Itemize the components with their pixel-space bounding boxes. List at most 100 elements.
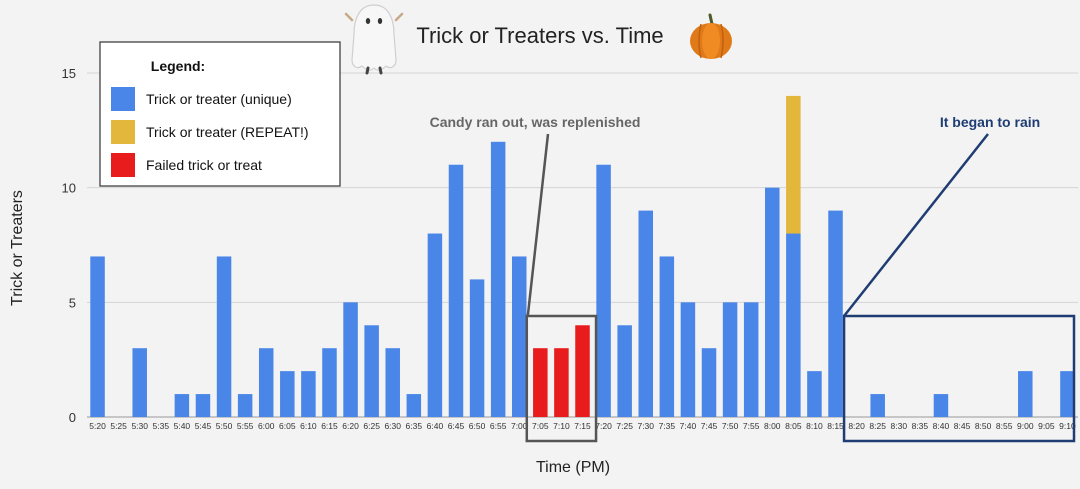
chart-title: Trick or Treaters vs. Time — [416, 23, 663, 48]
legend-swatch-unique — [111, 87, 135, 111]
y-axis-title: Trick or Treaters — [9, 190, 26, 306]
bar-625-s0 — [364, 325, 379, 417]
bar-540-s0 — [174, 394, 190, 417]
x-tick-label: 8:10 — [806, 421, 823, 431]
bar-745-s0 — [701, 348, 717, 417]
legend-label-repeat: Trick or treater (REPEAT!) — [146, 124, 309, 140]
x-tick-label: 9:10 — [1059, 421, 1076, 431]
rain-annotation-pointer — [843, 133, 989, 317]
x-tick-label: 8:30 — [891, 421, 908, 431]
bar-520-s0 — [90, 256, 105, 417]
bar-810-s0 — [807, 371, 822, 417]
x-tick-label: 8:40 — [933, 421, 950, 431]
x-tick-label: 6:25 — [363, 421, 380, 431]
rain-annotation-box — [842, 314, 1076, 443]
x-tick-label: 6:10 — [300, 421, 317, 431]
candy-annotation-pointer — [526, 133, 550, 317]
bar-600-s0 — [258, 348, 274, 417]
bar-615-s0 — [322, 348, 337, 417]
x-tick-label: 5:30 — [131, 421, 148, 431]
x-tick-label: 7:50 — [722, 421, 739, 431]
bar-610-s0 — [301, 371, 316, 417]
bar-805-s1 — [786, 95, 801, 234]
x-tick-label: 6:30 — [384, 421, 401, 431]
bar-750-s0 — [722, 302, 738, 417]
bar-640-s0 — [427, 233, 443, 417]
ghost-icon — [344, 4, 404, 75]
bar-705-s2 — [533, 348, 548, 417]
x-tick-label: 5:50 — [216, 421, 233, 431]
x-tick-label: 5:40 — [174, 421, 191, 431]
x-tick-label: 7:35 — [659, 421, 676, 431]
x-tick-label: 7:10 — [553, 421, 570, 431]
x-tick-label: 6:15 — [321, 421, 338, 431]
x-tick-label: 7:55 — [743, 421, 760, 431]
y-tick-label: 15 — [62, 66, 76, 81]
x-tick-label: 8:00 — [764, 421, 781, 431]
x-tick-label: 6:05 — [279, 421, 296, 431]
x-tick-label: 7:30 — [637, 421, 654, 431]
bar-605-s0 — [280, 371, 295, 417]
bar-815-s0 — [828, 210, 843, 417]
candy-annotation-box — [525, 314, 598, 443]
bar-700-s0 — [511, 256, 527, 417]
bar-755-s0 — [743, 302, 759, 417]
x-tick-label: 6:55 — [490, 421, 507, 431]
x-tick-label: 6:35 — [406, 421, 423, 431]
bar-635-s0 — [406, 394, 422, 417]
x-tick-label: 7:45 — [701, 421, 718, 431]
bar-545-s0 — [195, 394, 211, 417]
legend-box — [99, 41, 341, 187]
rain-annotation-text: It began to rain — [940, 114, 1040, 130]
bar-805-s0 — [786, 233, 801, 417]
bar-630-s0 — [385, 348, 400, 417]
x-tick-label: 6:00 — [258, 421, 275, 431]
bar-725-s0 — [617, 325, 632, 417]
x-tick-label: 7:20 — [595, 421, 612, 431]
bar-825-s0 — [870, 394, 885, 417]
y-tick-label: 10 — [62, 181, 76, 196]
legend-swatch-failed — [111, 153, 135, 177]
bar-550-s0 — [216, 256, 232, 417]
bar-530-s0 — [132, 348, 147, 417]
x-tick-label: 7:15 — [574, 421, 591, 431]
x-tick-label: 7:40 — [680, 421, 697, 431]
x-tick-label: 8:20 — [848, 421, 865, 431]
legend-label-failed: Failed trick or treat — [146, 157, 262, 173]
x-tick-label: 6:45 — [448, 421, 465, 431]
x-tick-label: 5:35 — [153, 421, 170, 431]
x-tick-label: 9:05 — [1038, 421, 1055, 431]
x-tick-label: 5:45 — [195, 421, 212, 431]
y-tick-label: 5 — [69, 295, 76, 310]
x-tick-label: 8:25 — [869, 421, 886, 431]
bar-800-s0 — [765, 187, 780, 417]
x-tick-label: 8:55 — [996, 421, 1013, 431]
bar-730-s0 — [638, 210, 654, 417]
x-axis-title: Time (PM) — [536, 459, 610, 476]
bar-710-s2 — [554, 348, 569, 417]
y-tick-label: 0 — [69, 410, 76, 425]
legend-title: Legend: — [151, 58, 205, 74]
bar-900-s0 — [1018, 371, 1033, 417]
bar-650-s0 — [469, 279, 485, 417]
bar-655-s0 — [490, 141, 506, 418]
annotation-rain: It began to rain — [842, 114, 1076, 443]
x-tick-label: 8:15 — [827, 421, 844, 431]
x-tick-label: 8:45 — [954, 421, 971, 431]
bar-715-s2 — [575, 325, 590, 417]
x-tick-label: 7:25 — [616, 421, 633, 431]
x-tick-label: 6:50 — [469, 421, 486, 431]
x-tick-label: 5:20 — [89, 421, 106, 431]
bar-555-s0 — [237, 394, 253, 417]
bars — [90, 95, 1075, 418]
x-tick-label: 6:20 — [342, 421, 359, 431]
bar-720-s0 — [596, 164, 611, 417]
bar-840-s0 — [933, 394, 949, 417]
bar-620-s0 — [343, 302, 358, 417]
x-tick-labels: 5:20 5:25 5:30 5:35 5:40 5:45 5:50 5:55 6:00 6:05… — [89, 421, 1076, 431]
legend-swatch-repeat — [111, 120, 135, 144]
x-tick-label: 7:05 — [532, 421, 549, 431]
x-tick-label: 7:00 — [511, 421, 528, 431]
